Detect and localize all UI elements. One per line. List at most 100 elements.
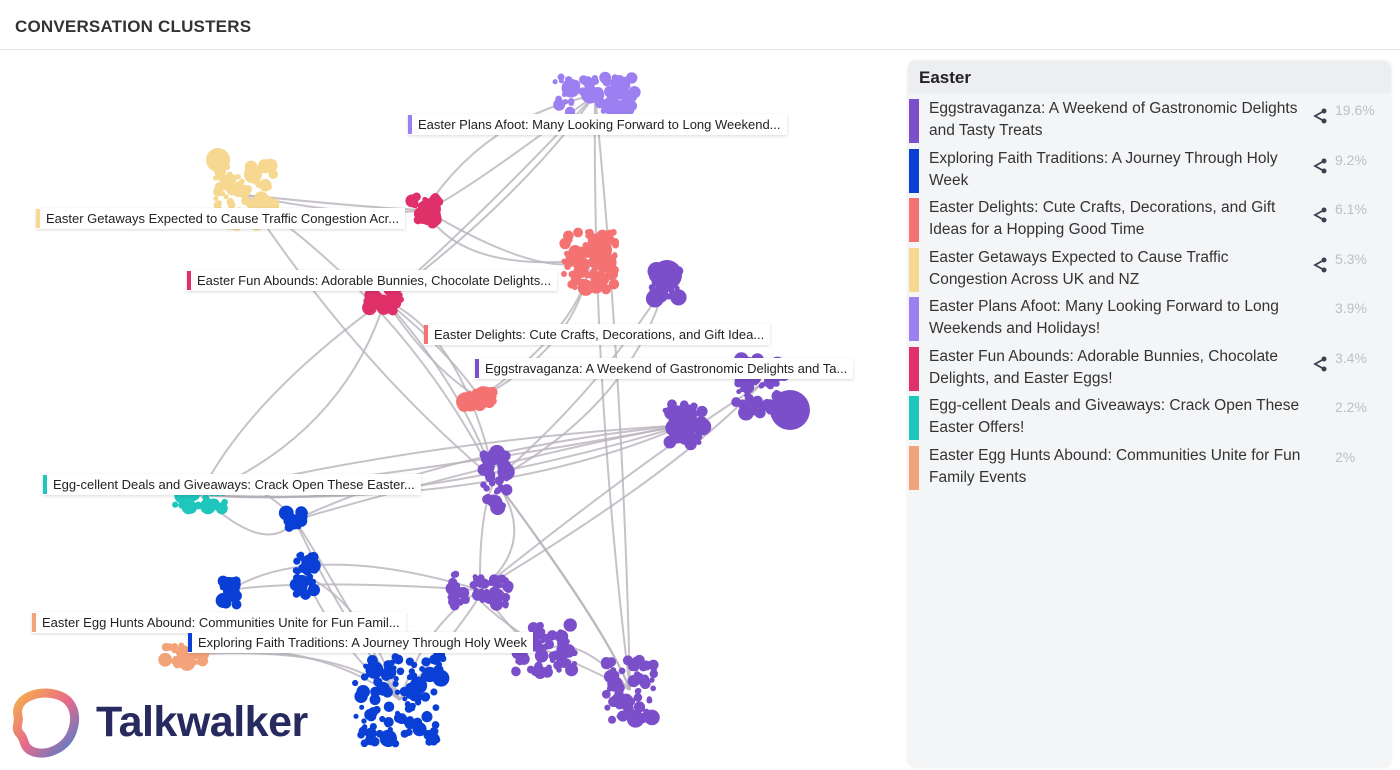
- share-icon[interactable]: [1310, 206, 1328, 224]
- cluster-node: [559, 658, 569, 669]
- cluster-color-bar: [909, 198, 919, 242]
- cluster-node: [606, 685, 613, 692]
- cluster-node: [770, 390, 810, 430]
- cluster-graph-label[interactable]: Eggstravaganza: A Weekend of Gastronomic…: [475, 358, 854, 379]
- cluster-node: [365, 734, 376, 746]
- cluster-node: [250, 196, 261, 207]
- cluster-list-item[interactable]: Egg-cellent Deals and Giveaways: Crack O…: [908, 390, 1391, 440]
- cluster-node: [185, 503, 193, 511]
- talkwalker-logo-icon: [12, 688, 80, 758]
- cluster-node: [599, 71, 611, 84]
- cluster-node: [631, 656, 640, 665]
- cluster-node: [591, 87, 604, 99]
- cluster-node: [608, 278, 620, 290]
- cluster-node: [588, 238, 612, 262]
- cluster-node: [608, 715, 617, 724]
- cluster-node: [613, 75, 626, 87]
- cluster-node: [358, 726, 368, 736]
- cluster-list-item[interactable]: Easter Fun Abounds: Adorable Bunnies, Ch…: [908, 341, 1391, 391]
- logo-wordmark: Talkwalker: [96, 697, 308, 746]
- cluster-node: [752, 395, 763, 407]
- cluster-node: [592, 78, 600, 85]
- cluster-list-item[interactable]: Easter Getaways Expected to Cause Traffi…: [908, 242, 1391, 292]
- share-icon[interactable]: [1310, 157, 1328, 175]
- cluster-node: [604, 85, 617, 98]
- cluster-node: [583, 80, 591, 88]
- cluster-node: [493, 489, 500, 495]
- cluster-node: [462, 396, 468, 403]
- cluster-node: [295, 514, 308, 527]
- cluster-node: [696, 405, 708, 417]
- cluster-node: [610, 265, 619, 274]
- cluster-node: [559, 237, 571, 250]
- cluster-node: [402, 696, 408, 702]
- cluster-node: [640, 674, 650, 684]
- cluster-edge: [384, 299, 481, 399]
- cluster-percentage: 6.1%: [1335, 201, 1367, 217]
- cluster-graph-label[interactable]: Easter Fun Abounds: Adorable Bunnies, Ch…: [187, 270, 558, 291]
- cluster-node: [503, 452, 509, 458]
- cluster-node: [367, 707, 379, 718]
- cluster-graph-label[interactable]: Exploring Faith Traditions: A Journey Th…: [188, 632, 534, 653]
- cluster-node: [633, 671, 641, 679]
- cluster-node: [613, 85, 629, 100]
- cluster-graph-label[interactable]: Easter Plans Afoot: Many Looking Forward…: [408, 114, 787, 135]
- cluster-edge: [199, 299, 386, 496]
- cluster-graph-label[interactable]: Easter Egg Hunts Abound: Communities Uni…: [32, 612, 406, 633]
- share-icon[interactable]: [1310, 107, 1328, 125]
- cluster-node: [394, 689, 401, 695]
- cluster-graph-label[interactable]: Egg-cellent Deals and Giveaways: Crack O…: [43, 474, 421, 495]
- cluster-node: [404, 704, 414, 713]
- cluster-node: [396, 295, 404, 303]
- cluster-network-graph[interactable]: [0, 51, 900, 770]
- cluster-node: [671, 415, 684, 428]
- cluster-node: [309, 578, 317, 585]
- cluster-node: [298, 563, 308, 573]
- share-icon[interactable]: [1310, 355, 1328, 373]
- cluster-node: [616, 713, 623, 720]
- cluster-node: [194, 659, 200, 665]
- cluster-node: [649, 677, 655, 683]
- cluster-node: [647, 716, 654, 723]
- cluster-edge: [384, 299, 481, 399]
- cluster-node: [413, 680, 421, 688]
- cluster-list-item[interactable]: Easter Delights: Cute Crafts, Decoration…: [908, 192, 1391, 242]
- cluster-node: [499, 475, 506, 482]
- cluster-node: [576, 247, 588, 259]
- cluster-node: [752, 380, 758, 386]
- cluster-node: [588, 278, 604, 294]
- cluster-node: [210, 500, 218, 508]
- cluster-list-item[interactable]: Eggstravaganza: A Weekend of Gastronomic…: [908, 93, 1391, 143]
- cluster-color-bar: [909, 247, 919, 292]
- cluster-node: [565, 663, 579, 677]
- cluster-node: [649, 660, 656, 666]
- cluster-node: [663, 435, 677, 449]
- cluster-percentage: 9.2%: [1335, 151, 1367, 168]
- cluster-graph-label[interactable]: Easter Delights: Cute Crafts, Decoration…: [424, 324, 771, 345]
- cluster-edge: [229, 563, 481, 591]
- cluster-node: [367, 291, 377, 300]
- share-icon[interactable]: [1310, 256, 1328, 274]
- cluster-node: [430, 733, 440, 743]
- cluster-node: [413, 207, 427, 221]
- cluster-color-bar: [909, 396, 919, 440]
- cluster-list-item[interactable]: Easter Plans Afoot: Many Looking Forward…: [908, 291, 1391, 341]
- cluster-node: [608, 100, 615, 107]
- cluster-node: [601, 689, 611, 699]
- cluster-graph-label[interactable]: Easter Getaways Expected to Cause Traffi…: [36, 208, 406, 229]
- cluster-node: [595, 263, 602, 271]
- cluster-node: [649, 669, 658, 679]
- cluster-node: [511, 666, 521, 677]
- cluster-node: [534, 648, 549, 663]
- cluster-node: [266, 162, 275, 171]
- cluster-list-item[interactable]: Exploring Faith Traditions: A Journey Th…: [908, 143, 1391, 193]
- cluster-label: Easter Plans Afoot: Many Looking Forward…: [929, 298, 1279, 337]
- cluster-node: [636, 688, 642, 694]
- cluster-percentage: 3.4%: [1335, 349, 1367, 366]
- cluster-node: [238, 178, 245, 185]
- cluster-edge: [199, 424, 686, 499]
- cluster-list-item[interactable]: Easter Egg Hunts Abound: Communities Uni…: [908, 440, 1391, 490]
- cluster-node: [600, 658, 612, 670]
- cluster-node: [586, 228, 594, 237]
- cluster-node: [622, 655, 634, 666]
